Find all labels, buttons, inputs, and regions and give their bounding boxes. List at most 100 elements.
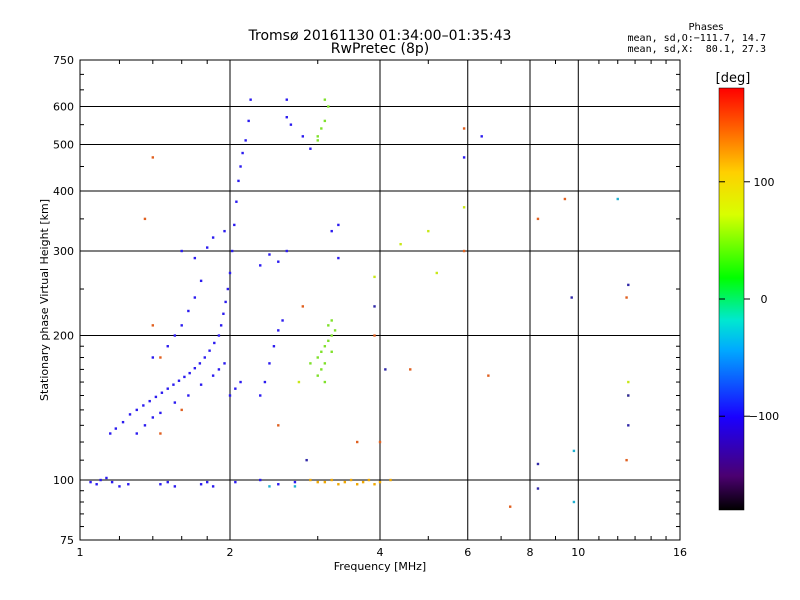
scatter-point bbox=[199, 483, 203, 486]
scatter-point bbox=[572, 500, 576, 504]
scatter-point bbox=[193, 296, 197, 299]
scatter-point bbox=[95, 483, 98, 486]
colorbar-label: [deg] bbox=[716, 71, 751, 86]
scatter-point bbox=[277, 329, 280, 332]
scatter-point bbox=[508, 505, 512, 508]
scatter-point bbox=[293, 480, 297, 484]
scatter-point bbox=[219, 324, 223, 327]
scatter-point bbox=[151, 356, 155, 359]
scatter-point bbox=[234, 480, 237, 484]
scatter-point bbox=[211, 374, 215, 377]
scatter-point bbox=[316, 374, 319, 377]
x-tick-label: 1 bbox=[77, 546, 84, 559]
scatter-point bbox=[572, 449, 576, 453]
scatter-point bbox=[160, 391, 164, 394]
scatter-point bbox=[309, 147, 312, 150]
scatter-point bbox=[327, 324, 330, 327]
scatter-point bbox=[536, 487, 540, 490]
colorbar-ticks: 100 0 −100 bbox=[719, 176, 779, 423]
scatter-point bbox=[285, 116, 288, 119]
scatter-point bbox=[172, 383, 175, 386]
scatter-point bbox=[333, 329, 337, 332]
scatter-point bbox=[233, 223, 236, 227]
scatter-point bbox=[259, 478, 262, 482]
scatter-point bbox=[409, 368, 412, 371]
scatter-point bbox=[337, 256, 340, 260]
scatter-point bbox=[349, 478, 353, 482]
scatter-point bbox=[462, 156, 466, 159]
y-tick-label: 75 bbox=[60, 534, 74, 547]
scatter-point bbox=[480, 135, 483, 138]
scatter-point bbox=[378, 480, 382, 484]
scatter-point bbox=[327, 105, 330, 108]
scatter-point bbox=[301, 135, 305, 138]
scatter-point bbox=[237, 179, 240, 183]
x-tick-label: 16 bbox=[673, 546, 687, 559]
x-tick-label: 8 bbox=[527, 546, 534, 559]
scatter-point bbox=[193, 366, 197, 370]
scatter-point bbox=[616, 197, 619, 201]
scatter-point bbox=[166, 387, 169, 390]
scatter-point bbox=[285, 98, 288, 101]
scatter-point bbox=[109, 432, 112, 435]
scatter-point bbox=[224, 300, 227, 304]
scatter-point bbox=[180, 249, 183, 253]
scatter-point bbox=[320, 127, 323, 130]
scatter-point bbox=[143, 217, 147, 221]
scatter-point bbox=[173, 485, 177, 488]
x-tick-label: 6 bbox=[464, 546, 471, 559]
scatter-point bbox=[244, 139, 247, 142]
scatter-point bbox=[159, 356, 162, 359]
scatter-point bbox=[217, 334, 221, 337]
scatter-point bbox=[487, 374, 490, 377]
scatter-point bbox=[427, 229, 430, 233]
scatter-point bbox=[330, 229, 333, 233]
scatter-point bbox=[627, 283, 630, 287]
colorbar-tick-label: 100 bbox=[754, 176, 775, 189]
y-tick-label: 500 bbox=[53, 139, 74, 152]
scatter-point bbox=[230, 249, 234, 253]
scatter-point bbox=[281, 319, 284, 322]
scatter-point bbox=[627, 394, 630, 397]
scatter-point bbox=[316, 139, 319, 142]
scatter-point bbox=[277, 424, 280, 427]
scatter-point bbox=[159, 411, 162, 415]
scatter-point bbox=[187, 309, 190, 313]
scatter-point bbox=[205, 246, 209, 249]
scatter-point bbox=[625, 458, 628, 462]
scatter-point bbox=[110, 480, 114, 484]
phase-mean-x: mean, sd,X: 80.1, 27.3 bbox=[627, 44, 766, 55]
chart-title-line1: Tromsø 20161130 01:34:00–01:35:43 bbox=[248, 28, 512, 44]
scatter-point bbox=[323, 380, 327, 384]
scatter-point bbox=[135, 432, 138, 435]
scatter-point bbox=[180, 324, 183, 327]
scatter-point bbox=[327, 339, 330, 343]
scatter-point bbox=[239, 380, 242, 384]
scatter-point bbox=[99, 478, 102, 482]
scatter-point bbox=[627, 380, 630, 384]
scatter-point bbox=[154, 395, 158, 399]
scatter-point bbox=[166, 480, 169, 484]
scatter-point bbox=[373, 275, 376, 279]
scatter-point bbox=[316, 480, 319, 484]
scatter-point bbox=[309, 362, 312, 365]
scatter-point bbox=[187, 394, 190, 397]
scatter-point bbox=[355, 440, 359, 444]
scatter-point bbox=[241, 151, 244, 155]
scatter-point bbox=[228, 394, 232, 397]
scatter-point bbox=[462, 249, 466, 253]
scatter-point bbox=[143, 424, 147, 427]
scatter-point bbox=[114, 427, 118, 430]
scatter-point bbox=[536, 217, 540, 221]
x-tick-label: 2 bbox=[227, 546, 234, 559]
scatter-point bbox=[199, 279, 203, 283]
x-axis-label: Frequency [MHz] bbox=[334, 560, 426, 573]
scatter-point bbox=[367, 478, 371, 482]
y-tick-label: 100 bbox=[53, 474, 74, 487]
scatter-point bbox=[316, 135, 319, 138]
y-tick-label: 300 bbox=[53, 245, 74, 258]
scatter-point bbox=[272, 345, 276, 348]
plot-frame bbox=[79, 59, 681, 541]
scatter-point bbox=[330, 478, 333, 482]
colorbar-tick-label: 0 bbox=[761, 293, 768, 306]
